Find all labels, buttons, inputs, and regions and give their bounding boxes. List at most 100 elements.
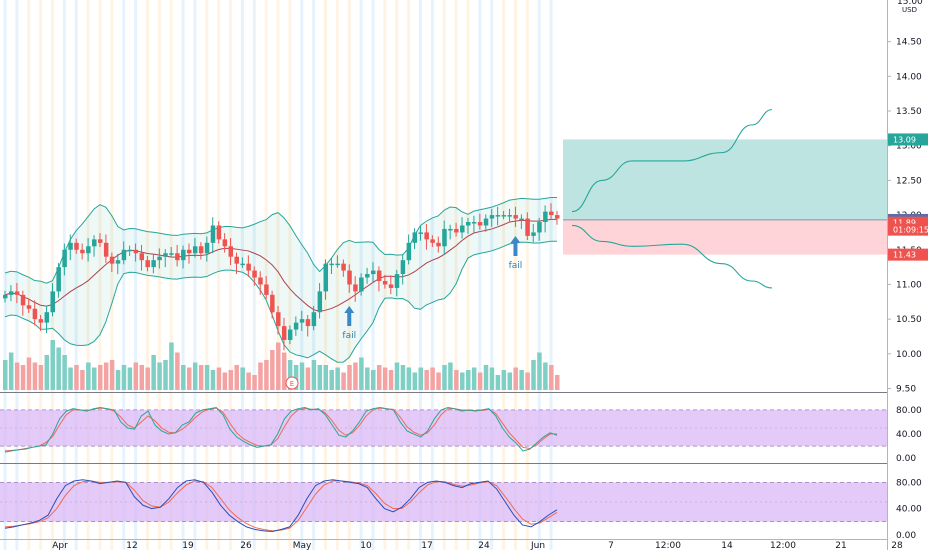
candle-body <box>133 249 139 254</box>
volume-bar <box>353 362 358 390</box>
date-tick: 12 <box>126 541 137 550</box>
candle-body <box>181 249 186 261</box>
volume-bar <box>323 365 329 390</box>
band-fill <box>5 197 557 363</box>
candle-body <box>394 274 400 288</box>
date-tick: 12:00 <box>655 541 681 550</box>
volume-bar <box>471 367 477 390</box>
volume-bar <box>246 372 251 390</box>
volume-bar <box>192 362 198 390</box>
session-stripe <box>418 0 422 550</box>
session-stripe <box>205 0 209 550</box>
volume-bar <box>44 355 50 390</box>
volume-bar <box>394 362 400 390</box>
session-stripe <box>442 0 446 550</box>
candle-body <box>210 225 216 243</box>
oscillator-tick: 0.00 <box>896 531 916 541</box>
session-stripe <box>466 0 470 550</box>
candle-body <box>359 277 364 292</box>
volume-bar <box>281 352 287 390</box>
volume-bar <box>92 367 97 390</box>
price-tick: 14.50 <box>896 38 922 48</box>
volume-bar <box>341 372 346 390</box>
volume-bar <box>442 365 447 390</box>
session-stripe <box>110 0 114 550</box>
volume-bar <box>20 365 26 390</box>
stochastic-lines <box>4 406 558 532</box>
candle-body <box>270 294 275 313</box>
session-stripe <box>98 0 102 550</box>
volume-bar <box>412 372 418 390</box>
candle-body <box>145 260 150 268</box>
stoch1-k-line <box>4 406 558 453</box>
candle-body <box>163 253 168 257</box>
moving-average <box>4 218 557 312</box>
volume-bar <box>483 365 489 390</box>
session-stripe <box>169 0 173 550</box>
oscillator-tick: 80.00 <box>896 406 922 416</box>
candle-body <box>32 308 38 320</box>
candle-body <box>74 242 79 250</box>
candle-body <box>103 242 109 257</box>
candle-body <box>228 246 234 257</box>
candle-body <box>62 249 67 268</box>
price-tick: 15.00 <box>897 0 923 7</box>
candle-body <box>56 267 61 292</box>
volume-bar <box>56 347 61 390</box>
candle-body <box>519 218 524 221</box>
candle-body <box>400 260 406 275</box>
volume-bar <box>175 352 180 390</box>
candle-body <box>8 291 14 295</box>
session-stripe <box>478 0 482 550</box>
price-tag-label: 01:09:15 <box>893 226 929 235</box>
date-tick: May <box>293 541 312 550</box>
price-tag <box>888 223 928 236</box>
volume-bar <box>3 360 8 390</box>
volume-bar <box>454 370 459 390</box>
candle-body <box>353 284 358 292</box>
price-tick: 14.00 <box>896 72 922 82</box>
date-tick: 28 <box>891 541 903 550</box>
candle-body <box>495 215 501 217</box>
session-stripe <box>525 0 529 550</box>
date-tick: 12:00 <box>770 541 796 550</box>
candle-body <box>204 242 210 254</box>
candle-body <box>68 242 73 250</box>
oscillator-panels <box>0 392 887 523</box>
volume-bar <box>86 362 91 390</box>
oscillator-tick: 40.00 <box>896 430 922 440</box>
price-tick: 10.00 <box>896 350 922 360</box>
session-stripe <box>264 0 268 550</box>
volume-bar <box>519 370 524 390</box>
volume-bar <box>258 362 263 390</box>
candle-body <box>127 249 133 252</box>
volume-bar <box>216 367 222 390</box>
session-stripe <box>229 0 233 550</box>
forecast-lower <box>571 224 773 289</box>
session-stripe <box>39 0 43 550</box>
candle-body <box>388 284 394 288</box>
candle-body <box>281 326 287 340</box>
session-stripe <box>490 0 494 550</box>
price-tag <box>888 248 928 261</box>
volume-bar <box>501 370 507 390</box>
price-tag-label: 11.43 <box>893 251 916 260</box>
price-tick: 13.50 <box>896 107 922 117</box>
candle-body <box>454 228 459 233</box>
long-position-tool[interactable] <box>563 139 887 255</box>
up-arrow-icon <box>344 306 355 326</box>
candle-body <box>418 232 423 234</box>
volume-bar <box>222 372 228 390</box>
candle-body <box>371 270 376 275</box>
candle-body <box>537 222 542 233</box>
candle-body <box>86 246 91 254</box>
session-stripe <box>86 0 90 550</box>
candle-body <box>276 312 281 327</box>
volume-bar <box>145 367 150 390</box>
session-stripe <box>335 0 339 550</box>
session-stripe <box>502 0 506 550</box>
candle-body <box>483 218 489 226</box>
